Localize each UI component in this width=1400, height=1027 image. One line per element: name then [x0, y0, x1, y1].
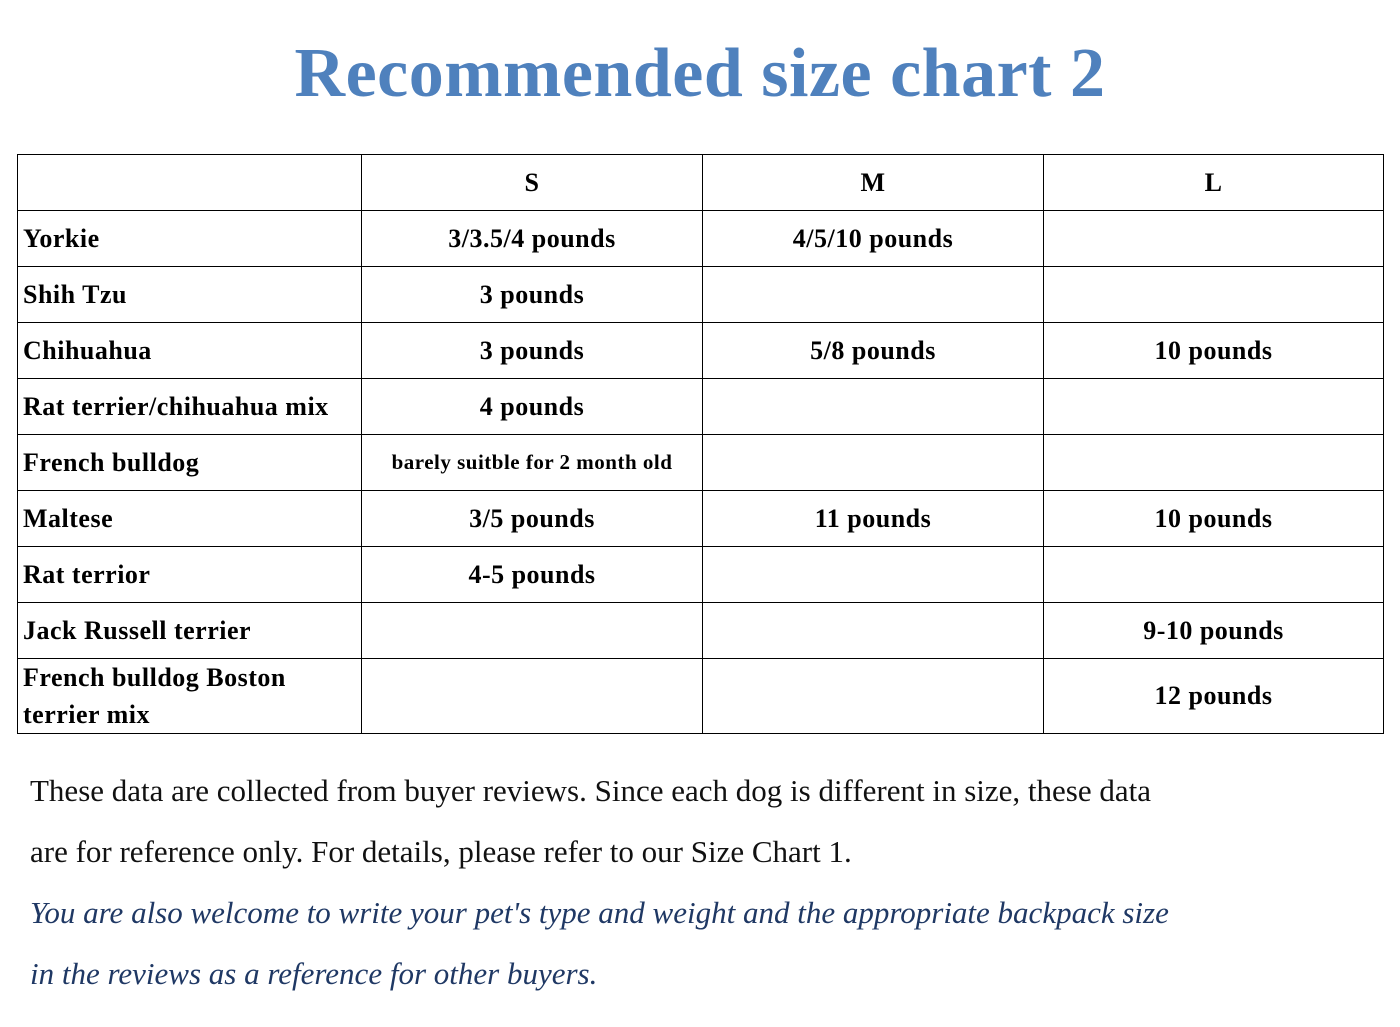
size-m-cell: 4/5/10 pounds — [702, 210, 1044, 267]
table-row: Rat terrier/chihuahua mix 4 pounds — [17, 378, 1384, 435]
table-row: Jack Russell terrier 9-10 pounds — [17, 602, 1384, 659]
size-l-cell: 12 pounds — [1043, 658, 1384, 734]
note-line: You are also welcome to write your pet's… — [30, 895, 1169, 930]
size-l-cell — [1043, 210, 1384, 267]
reference-note: These data are collected from buyer revi… — [30, 760, 1151, 882]
size-m-cell — [702, 546, 1044, 603]
breed-cell: Yorkie — [17, 210, 362, 267]
size-s-cell: 4 pounds — [361, 378, 703, 435]
table-header-row: S M L — [17, 154, 1384, 211]
size-m-cell — [702, 658, 1044, 734]
table-row: Yorkie 3/3.5/4 pounds 4/5/10 pounds — [17, 210, 1384, 267]
table-row: French bulldog barely suitble for 2 month… — [17, 434, 1384, 491]
breed-cell: Shih Tzu — [17, 266, 362, 323]
review-invitation: You are also welcome to write your pet's… — [30, 882, 1169, 1004]
size-s-cell — [361, 602, 703, 659]
size-l-cell — [1043, 546, 1384, 603]
size-l-cell — [1043, 378, 1384, 435]
note-line: These data are collected from buyer revi… — [30, 773, 1151, 808]
size-l-cell: 10 pounds — [1043, 490, 1384, 547]
note-line: in the reviews as a reference for other … — [30, 956, 598, 991]
size-s-cell — [361, 658, 703, 734]
note-line: are for reference only. For details, ple… — [30, 834, 852, 869]
breed-cell: French bulldog — [17, 434, 362, 491]
size-m-cell: 11 pounds — [702, 490, 1044, 547]
size-m-cell: 5/8 pounds — [702, 322, 1044, 379]
page-title: Recommended size chart 2 — [294, 35, 1106, 112]
breed-cell: Chihuahua — [17, 322, 362, 379]
table-row: Chihuahua 3 pounds 5/8 pounds 10 pounds — [17, 322, 1384, 379]
size-s-cell: 3/5 pounds — [361, 490, 703, 547]
header-cell-l: L — [1043, 154, 1384, 211]
size-s-cell: 3 pounds — [361, 322, 703, 379]
size-s-cell: 3 pounds — [361, 266, 703, 323]
header-cell-s: S — [361, 154, 703, 211]
table-row: Rat terrior 4-5 pounds — [17, 546, 1384, 603]
breed-cell: French bulldog Boston terrier mix — [17, 658, 362, 734]
breed-cell: Rat terrior — [17, 546, 362, 603]
table-row: Shih Tzu 3 pounds — [17, 266, 1384, 323]
header-cell-m: M — [702, 154, 1044, 211]
breed-cell: Rat terrier/chihuahua mix — [17, 378, 362, 435]
size-s-cell: barely suitble for 2 month old — [361, 434, 703, 491]
size-l-cell — [1043, 266, 1384, 323]
breed-cell: Maltese — [17, 490, 362, 547]
size-l-cell: 10 pounds — [1043, 322, 1384, 379]
size-s-cell: 3/3.5/4 pounds — [361, 210, 703, 267]
table-row: Maltese 3/5 pounds 11 pounds 10 pounds — [17, 490, 1384, 547]
table-row: French bulldog Boston terrier mix 12 poun… — [17, 658, 1384, 734]
size-l-cell: 9-10 pounds — [1043, 602, 1384, 659]
size-chart-table: S M L Yorkie 3/3.5/4 pounds 4/5/10 pounds S… — [17, 154, 1384, 734]
size-m-cell — [702, 602, 1044, 659]
header-cell-breed — [17, 154, 362, 211]
size-m-cell — [702, 378, 1044, 435]
size-s-cell: 4-5 pounds — [361, 546, 703, 603]
size-m-cell — [702, 266, 1044, 323]
size-l-cell — [1043, 434, 1384, 491]
breed-cell: Jack Russell terrier — [17, 602, 362, 659]
size-m-cell — [702, 434, 1044, 491]
